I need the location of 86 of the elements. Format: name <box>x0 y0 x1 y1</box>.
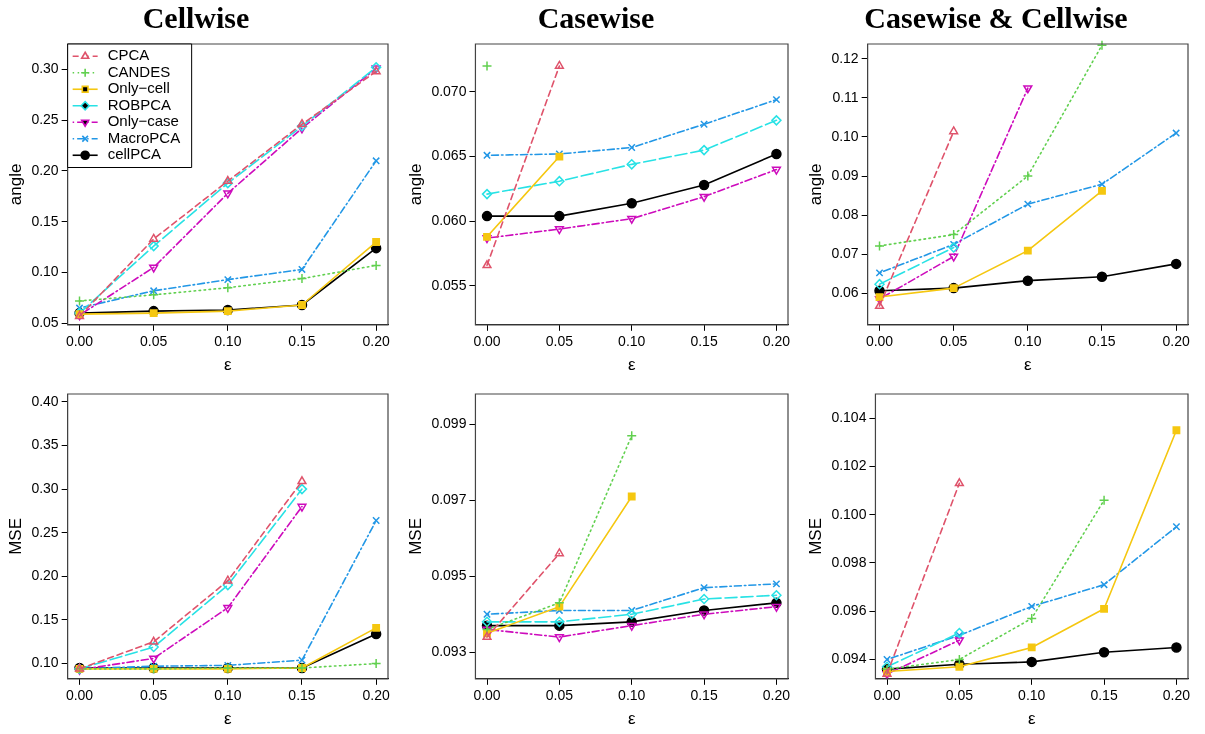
y-axis-title: angle <box>805 163 825 206</box>
y-tick-label: 0.104 <box>831 408 867 425</box>
x-axis-title: ε <box>1027 709 1036 729</box>
y-tick-label: 0.10 <box>31 654 59 671</box>
x-tick-label: 0.20 <box>762 333 791 350</box>
x-tick-label: 0.10 <box>618 687 646 704</box>
y-tick-label: 0.35 <box>31 436 59 453</box>
y-tick-label: 0.12 <box>831 49 859 66</box>
x-tick-label: 0.10 <box>618 333 646 350</box>
x-tick-label: 0.15 <box>288 687 316 704</box>
y-tick-label: 0.093 <box>431 643 467 660</box>
y-tick-label: 0.08 <box>831 205 859 222</box>
y-tick-label: 0.30 <box>31 479 59 496</box>
x-tick-label: 0.10 <box>1014 333 1042 350</box>
x-tick-label: 0.15 <box>690 687 718 704</box>
y-tick-label: 0.05 <box>31 314 59 331</box>
x-tick-label: 0.00 <box>473 333 501 350</box>
x-tick-label: 0.15 <box>1090 687 1118 704</box>
y-tick-label: 0.097 <box>431 491 467 508</box>
legend-label: CANDES <box>107 62 171 80</box>
x-tick-label: 0.05 <box>545 687 574 704</box>
x-tick-label: 0.15 <box>1088 333 1116 350</box>
x-axis-title: ε <box>627 709 636 729</box>
y-axis-title: MSE <box>5 517 25 555</box>
x-axis-title: ε <box>224 355 233 375</box>
x-tick-label: 0.00 <box>873 687 901 704</box>
x-tick-label: 0.00 <box>65 687 94 704</box>
x-tick-label: 0.15 <box>288 333 316 350</box>
x-tick-label: 0.05 <box>140 687 168 704</box>
x-tick-label: 0.05 <box>945 687 974 704</box>
y-tick-label: 0.100 <box>831 505 867 522</box>
y-tick-label: 0.07 <box>831 244 859 261</box>
x-axis-title: ε <box>627 355 636 375</box>
y-tick-label: 0.102 <box>831 457 867 474</box>
y-axis-title: angle <box>5 163 25 206</box>
x-tick-label: 0.20 <box>362 333 390 350</box>
x-tick-label: 0.00 <box>65 333 94 350</box>
legend-label: cellPCA <box>107 145 162 163</box>
y-tick-label: 0.10 <box>831 127 859 144</box>
y-tick-label: 0.065 <box>431 147 467 164</box>
y-tick-label: 0.094 <box>831 650 867 667</box>
x-tick-label: 0.10 <box>214 333 242 350</box>
x-tick-label: 0.10 <box>1018 687 1046 704</box>
x-tick-label: 0.05 <box>140 333 168 350</box>
y-axis-title: MSE <box>405 517 425 555</box>
y-tick-label: 0.095 <box>431 567 467 584</box>
chart-title: Casewise & Cellwise <box>864 0 1128 34</box>
y-tick-label: 0.055 <box>431 276 467 293</box>
y-tick-label: 0.15 <box>31 212 59 229</box>
x-axis-title: ε <box>224 709 233 729</box>
x-tick-label: 0.20 <box>362 687 390 704</box>
y-tick-label: 0.11 <box>832 88 859 105</box>
y-tick-label: 0.40 <box>31 392 59 409</box>
y-tick-label: 0.10 <box>31 263 59 280</box>
legend-label: CPCA <box>107 46 150 64</box>
x-tick-label: 0.15 <box>690 333 718 350</box>
x-tick-label: 0.00 <box>865 333 894 350</box>
y-tick-label: 0.30 <box>31 60 59 77</box>
legend-label: Only−cell <box>107 79 170 97</box>
legend-label: ROBPCA <box>107 95 172 113</box>
x-tick-label: 0.05 <box>940 333 968 350</box>
legend-label: MacroPCA <box>107 128 181 146</box>
y-tick-label: 0.15 <box>31 610 59 627</box>
chart-title: Cellwise <box>142 0 250 34</box>
y-tick-label: 0.099 <box>431 415 467 432</box>
y-tick-label: 0.20 <box>31 567 59 584</box>
chart-title: Casewise <box>537 0 655 34</box>
y-tick-label: 0.25 <box>31 111 59 128</box>
y-tick-label: 0.098 <box>831 553 867 570</box>
y-tick-label: 0.06 <box>831 284 859 301</box>
x-tick-label: 0.20 <box>1162 687 1191 704</box>
y-tick-label: 0.09 <box>831 166 859 183</box>
y-tick-label: 0.070 <box>431 82 467 99</box>
x-tick-label: 0.05 <box>545 333 574 350</box>
x-tick-label: 0.00 <box>473 687 501 704</box>
x-axis-title: ε <box>1024 355 1033 375</box>
y-axis-title: MSE <box>805 517 825 555</box>
x-tick-label: 0.10 <box>214 687 242 704</box>
y-tick-label: 0.25 <box>31 523 59 540</box>
y-tick-label: 0.20 <box>31 161 59 178</box>
x-tick-label: 0.20 <box>762 687 791 704</box>
y-tick-label: 0.060 <box>431 212 467 229</box>
x-tick-label: 0.20 <box>1162 333 1190 350</box>
y-tick-label: 0.096 <box>831 602 867 619</box>
legend-label: Only−case <box>107 112 179 130</box>
y-axis-title: angle <box>405 163 425 206</box>
